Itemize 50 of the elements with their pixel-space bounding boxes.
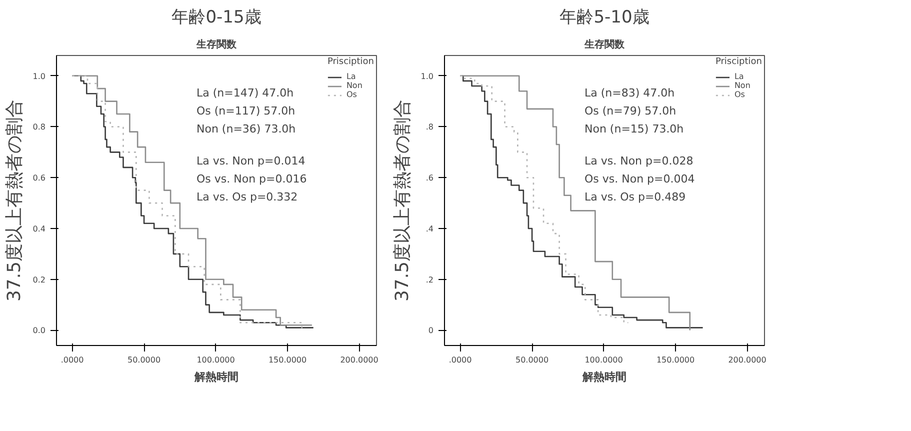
y-tick-label: .6 bbox=[426, 174, 434, 183]
x-tick-label: 150.0000 bbox=[268, 356, 307, 364]
x-tick-label: .0000 bbox=[448, 356, 472, 364]
y-tick-label: 0.4 bbox=[32, 224, 46, 234]
y-tick-label: 0.0 bbox=[32, 326, 46, 336]
x-axis-title: 解熱時間 bbox=[582, 370, 626, 384]
y-axis-title: 37.5度以上有熱者の割合 bbox=[392, 99, 413, 302]
annotation: Os vs. Non p=0.016 bbox=[196, 172, 307, 186]
x-axis-title: 解熱時間 bbox=[194, 370, 238, 384]
legend-label: Os bbox=[734, 90, 746, 99]
annotation: Non (n=15) 73.0h bbox=[584, 122, 684, 136]
x-tick-label: 200.0000 bbox=[728, 356, 766, 364]
legend-label: Non bbox=[346, 81, 364, 90]
annotation: Os vs. Non p=0.004 bbox=[584, 172, 695, 186]
legend-title: Prisciption bbox=[715, 57, 762, 67]
y-tick-label: 0.2 bbox=[32, 275, 46, 284]
x-tick-label: 50.0000 bbox=[515, 356, 549, 364]
annotation: La vs. Os p=0.332 bbox=[196, 190, 298, 204]
annotation: Non (n=36) 73.0h bbox=[196, 122, 296, 136]
annotation: La vs. Non p=0.014 bbox=[196, 154, 306, 168]
legend-label: La bbox=[734, 72, 745, 81]
chart-subtitle: 生存関数 bbox=[196, 38, 238, 50]
annotation: La (n=147) 47.0h bbox=[196, 86, 294, 100]
x-tick-label: 50.0000 bbox=[127, 356, 161, 364]
annotation: Os (n=117) 57.0h bbox=[196, 104, 296, 118]
x-tick-label: 150.0000 bbox=[656, 356, 695, 364]
y-tick-label: 0.8 bbox=[32, 122, 46, 132]
y-tick-label: 0 bbox=[428, 326, 434, 336]
annotation: La vs. Non p=0.028 bbox=[584, 154, 694, 168]
legend-label: Os bbox=[346, 90, 358, 99]
x-tick-label: 100.0000 bbox=[584, 356, 623, 364]
y-tick-label: .4 bbox=[426, 224, 434, 234]
x-tick-label: 100.0000 bbox=[196, 356, 235, 364]
chart-title: 年齢5-10歳 bbox=[560, 8, 650, 28]
legend-label: La bbox=[346, 72, 357, 81]
y-axis-title: 37.5度以上有熱者の割合 bbox=[4, 99, 25, 302]
annotation: La (n=83) 47.0h bbox=[584, 86, 675, 100]
y-tick-label: 1.0 bbox=[420, 72, 434, 81]
y-tick-label: .2 bbox=[426, 275, 434, 284]
x-tick-label: 200.0000 bbox=[340, 356, 378, 364]
annotation: La vs. Os p=0.489 bbox=[584, 190, 686, 204]
chart-title: 年齢0-15歳 bbox=[172, 8, 262, 28]
chart-subtitle: 生存関数 bbox=[584, 38, 626, 50]
annotation: Os (n=79) 57.0h bbox=[584, 104, 676, 118]
y-tick-label: 0.6 bbox=[32, 174, 46, 183]
legend-label: Non bbox=[734, 81, 752, 90]
x-tick-label: .0000 bbox=[60, 356, 84, 364]
y-tick-label: 1.0 bbox=[32, 72, 46, 81]
y-tick-label: .8 bbox=[426, 122, 434, 132]
legend-title: Prisciption bbox=[327, 57, 374, 67]
